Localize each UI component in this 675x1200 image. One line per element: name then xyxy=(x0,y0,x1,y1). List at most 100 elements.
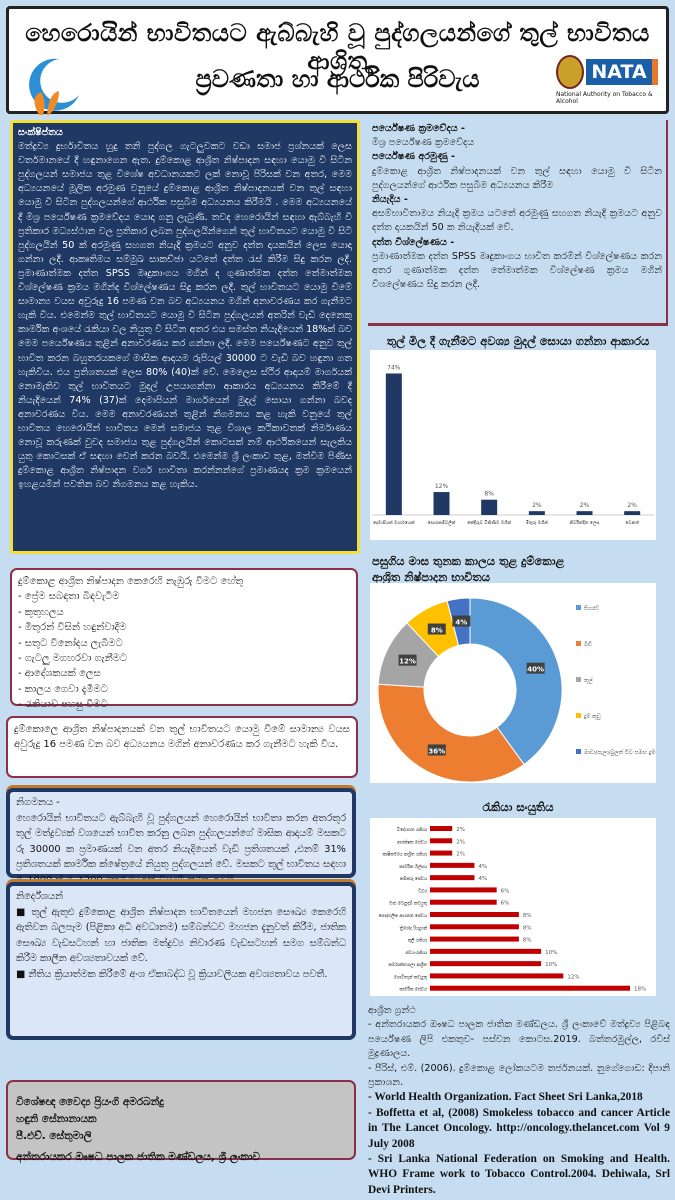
y-tick-label: ස්වයංරැකියා xyxy=(405,950,427,956)
abstract-body: මත්ද්‍රව්‍ය දුර්භාවිතය හුදු තනි පුද්ගල ග… xyxy=(18,141,352,491)
author-organization: අන්තරායකර ඖෂධ පාලක ජාතික මණ්ඩලය, ශ්‍රී ල… xyxy=(16,1151,260,1163)
data-label-bg xyxy=(427,744,446,756)
data-label: 74% xyxy=(387,364,401,371)
data-label: 36% xyxy=(428,747,445,755)
abstract-box: සංක්ෂිප්තය මත්ද්‍රව්‍ය දුර්භාවිතය හුදු ත… xyxy=(10,120,360,554)
sample-heading: නියැදිය - xyxy=(372,194,408,206)
reason-item: - සතුට විනෝදය ලැබීමට xyxy=(18,637,123,649)
recommendations-box: නිර්දේශයන් ■ තුල් ඇතුළු දුම්කොළ ආශ්‍රිත … xyxy=(6,882,356,1040)
y-tick-label: පෞද්ගලික ආයතන සේවය xyxy=(378,913,427,919)
donut-slice xyxy=(469,597,563,766)
money-source-chart-title: තුල් මිල දී ගැනීමට අවශ්‍ය මුදල් සොයා ගන්… xyxy=(386,334,650,348)
x-tick-label: නිර්වින්දිත ලෙස xyxy=(569,519,600,526)
conclusion-box: නිගමනය - හෙරොයින් භාවිතයට ඇබ්බැහි වූ පුද… xyxy=(6,788,356,886)
bar xyxy=(576,511,593,515)
data-label: 8% xyxy=(523,938,532,944)
bar xyxy=(385,373,402,515)
reason-item: - කුතුහලය xyxy=(18,606,64,618)
authors-box: විශේෂඥ වෛද්‍ය ප්‍රියංගි අමරබන්දු හඳුනි ස… xyxy=(6,1080,356,1163)
x-tick-label: වෙනත් xyxy=(625,520,639,526)
legend-swatch xyxy=(576,749,581,754)
bar xyxy=(430,862,475,868)
author-name: හඳුනි සේනානායක xyxy=(16,1113,97,1125)
data-label: 10% xyxy=(545,950,557,956)
data-label-bg xyxy=(452,615,471,627)
x-tick-label: දෙමාපියන් මාර්ගයෙන් xyxy=(373,520,415,526)
x-tick-label: සොරකම්වලින් xyxy=(428,520,456,526)
legend-label: සිගරට් xyxy=(584,605,599,612)
data-label: 2% xyxy=(627,502,637,509)
bar xyxy=(430,948,542,954)
occupation-chart-title: රැකියා සංයුතිය xyxy=(482,800,554,814)
nata-logo-text: NATA xyxy=(586,59,658,85)
nata-logo-subtitle: National Authority on Tobacco & Alcohol xyxy=(556,91,653,105)
data-label: 8% xyxy=(484,491,494,498)
data-label: 8% xyxy=(523,913,532,919)
data-label: 2% xyxy=(456,839,465,845)
poster-title-line1: හෙරොයින් භාවිතයට ඇබ්බැහි වූ පුද්ගලයන්ගේ … xyxy=(25,19,650,75)
data-label: 4% xyxy=(455,619,467,627)
tobacco-use-chart-title: පසුගිය මාස තුනක කාලය තුළ දුම්කොළ ආශ්‍රිත… xyxy=(372,554,565,584)
bar xyxy=(430,985,630,991)
bar xyxy=(430,826,453,831)
bar xyxy=(430,875,475,881)
tobacco-use-donut-chart: 40% සිගරට් 36% බීඩි 12% තුල් 8% දුම් කුඩු 4% මාවා… xyxy=(370,583,656,783)
recommendation-item: ■ තුල් ඇතුළු දුම්කොළ ආශ්‍රිත නිෂ්පාදන භා… xyxy=(16,906,346,965)
method-heading: පර්යේෂණ ක්‍රමවේදය - xyxy=(372,123,465,134)
data-label: 6% xyxy=(501,901,510,907)
data-label: 8% xyxy=(431,627,443,635)
y-tick-label: කම්කරු සේවය xyxy=(400,876,427,882)
bar xyxy=(433,492,450,515)
analysis-heading: දත්ත විශ්ලේෂණය - xyxy=(372,236,455,248)
legend-swatch xyxy=(576,677,581,682)
abstract-heading: සංක්ෂිප්තය xyxy=(18,127,63,138)
data-label: 2% xyxy=(580,502,590,509)
reference-item: - අන්තරායකර ඖෂධ පාලක ජාතික මණ්ඩලය. ශ්‍රී… xyxy=(368,1019,670,1060)
data-label-bg xyxy=(427,623,446,635)
y-tick-label: මාළු වෙළඳාම් කටයුතු xyxy=(389,901,427,907)
bar xyxy=(430,973,564,979)
data-label: 2% xyxy=(532,502,542,509)
objective-heading: පර්යේෂණ අරමුණු - xyxy=(372,151,456,163)
data-label: 6% xyxy=(501,888,510,894)
methodology-box: පර්යේෂණ ක්‍රමවේදය - මිශ්‍ර පර්යේෂණ ක්‍රම… xyxy=(368,120,668,326)
y-tick-label: කාර්මික සේවය xyxy=(399,987,427,993)
reason-item: - රැකියාව පහසු වීමට xyxy=(18,699,108,711)
bar xyxy=(481,499,498,515)
y-tick-label: කර්මාන්තශාලා ආශ්‍රිත xyxy=(388,962,427,968)
bar xyxy=(624,511,641,515)
method-text: මිශ්‍ර පර්යේෂණ ක්‍රමවේදය xyxy=(372,137,475,149)
bar xyxy=(430,924,519,930)
reason-item: - ගැටලු මගහරවා ගැනීමට xyxy=(18,653,128,665)
bar xyxy=(430,838,453,844)
sri-lanka-seal-icon xyxy=(556,55,584,89)
references-heading: ආශ්‍රිත ග්‍රන්ථ xyxy=(368,1005,416,1016)
y-tick-label: විදේශගත රැකියා xyxy=(397,827,428,833)
reference-item: - Boffetta et al, (2008) Smokeless tobac… xyxy=(368,1106,670,1150)
legend-swatch xyxy=(576,605,581,610)
analysis-text: ප්‍රමාණාත්මක දත්ත SPSS මෘදුකාංගය භාවිත ක… xyxy=(372,250,662,291)
bar xyxy=(430,936,519,942)
y-tick-label: කුලී රැකියා xyxy=(408,938,428,944)
occupation-bar-chart: 2% විදේශගත රැකියා 2% ආරක්ෂක සේවය 2% කෘෂිකර්මය… xyxy=(370,818,656,996)
donut-slice xyxy=(377,683,525,783)
data-label: 8% xyxy=(523,925,532,931)
age-note-box: දුම්කොලෙ ආශ්‍රිත නිෂ්පාදනයක් වන තුල් භාව… xyxy=(6,716,358,778)
reason-item: - ආදේශකයක් ලෙස xyxy=(18,668,101,680)
conclusion-heading: නිගමනය - xyxy=(16,797,60,808)
data-label: 12% xyxy=(567,974,579,980)
data-label: 40% xyxy=(527,666,544,674)
bar xyxy=(430,899,497,905)
reasons-box: දුම්කොළ ආශ්‍රිත නිෂ්පාදන කෙරෙහි නැඹුරු ව… xyxy=(10,568,358,710)
reason-item: - කාලය ගෙවා දැමීමට xyxy=(18,683,108,695)
legend-swatch xyxy=(576,641,581,646)
data-label: 4% xyxy=(478,864,487,870)
nata-logo: NATA National Authority on Tobacco & Alc… xyxy=(556,53,660,115)
legend-label: තුල් xyxy=(584,677,593,684)
y-tick-label: ධීවර xyxy=(418,888,427,894)
sample-text: අසම්භාවිතාමය නියැදි ක්‍රමය යටතේ අරමුණු ස… xyxy=(372,208,662,234)
reference-item: - World Health Organization. Fact Sheet … xyxy=(368,1091,643,1104)
poster-header: හෙරොයින් භාවිතයට ඇබ්බැහි වූ පුද්ගලයන්ගේ … xyxy=(6,6,669,115)
references-section: ආශ්‍රිත ග්‍රන්ථ - අන්තරායකර ඖෂධ පාලක ජාත… xyxy=(368,1004,670,1198)
y-tick-label: කාර්මික ශිල්පය xyxy=(399,864,427,870)
